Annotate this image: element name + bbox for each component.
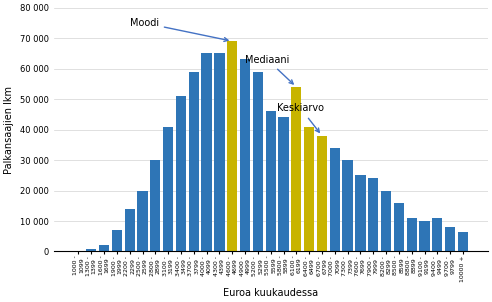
- Bar: [432, 218, 442, 252]
- Bar: [163, 127, 173, 252]
- Bar: [73, 251, 84, 252]
- Text: Moodi: Moodi: [130, 18, 228, 41]
- Bar: [355, 175, 366, 252]
- Bar: [137, 191, 148, 252]
- Bar: [253, 72, 263, 252]
- Y-axis label: Palkansaajien lkm: Palkansaajien lkm: [4, 85, 14, 174]
- Bar: [445, 227, 455, 252]
- Bar: [227, 41, 237, 252]
- Bar: [266, 111, 276, 252]
- Bar: [419, 221, 430, 252]
- Bar: [330, 148, 340, 252]
- Bar: [291, 87, 302, 252]
- Bar: [215, 53, 224, 252]
- Bar: [240, 59, 250, 252]
- Bar: [342, 160, 353, 252]
- Bar: [124, 209, 135, 252]
- Bar: [278, 117, 289, 252]
- Bar: [394, 203, 404, 252]
- Bar: [458, 232, 468, 252]
- Text: Mediaani: Mediaani: [245, 55, 293, 84]
- X-axis label: Euroa kuukaudessa: Euroa kuukaudessa: [223, 288, 318, 298]
- Bar: [317, 136, 327, 252]
- Bar: [188, 72, 199, 252]
- Bar: [150, 160, 160, 252]
- Bar: [368, 178, 378, 252]
- Bar: [99, 246, 109, 252]
- Bar: [112, 230, 122, 252]
- Bar: [86, 249, 96, 252]
- Bar: [381, 191, 391, 252]
- Bar: [304, 127, 314, 252]
- Bar: [176, 96, 186, 252]
- Text: Keskiarvo: Keskiarvo: [277, 103, 324, 132]
- Bar: [202, 53, 212, 252]
- Bar: [406, 218, 417, 252]
